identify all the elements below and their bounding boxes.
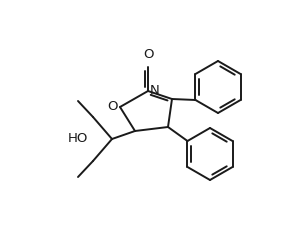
Text: O: O — [143, 48, 153, 61]
Text: O: O — [108, 99, 118, 113]
Text: N: N — [150, 83, 160, 97]
Text: HO: HO — [68, 132, 88, 146]
